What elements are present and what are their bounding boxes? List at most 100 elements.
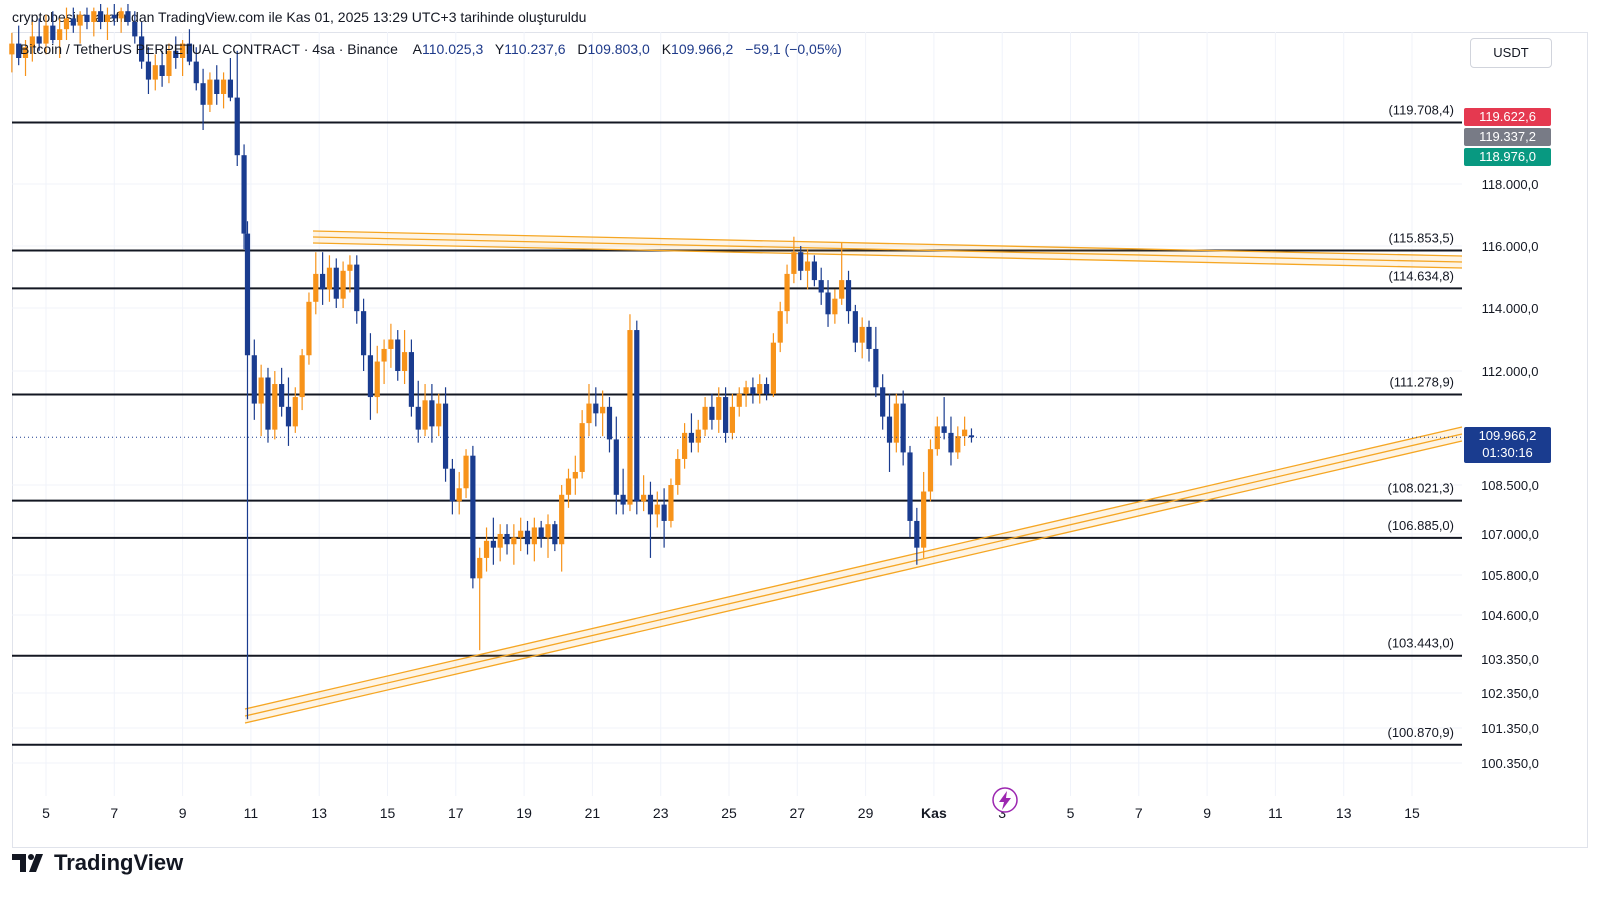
support-trendline-line xyxy=(244,433,1463,717)
candle-bull xyxy=(43,25,49,44)
candle-bull xyxy=(220,79,227,94)
candle-bull xyxy=(422,400,428,430)
price-axis-label: 108.500,0 xyxy=(1481,478,1539,493)
candle-bear xyxy=(285,406,292,427)
price-axis-label: 103.350,0 xyxy=(1481,652,1539,667)
candle-bear xyxy=(811,261,817,281)
time-axis-label: 5 xyxy=(1067,805,1075,821)
candle-bull xyxy=(832,298,838,315)
candle-bear xyxy=(825,292,831,315)
candle-bull xyxy=(29,36,35,48)
candle-bull xyxy=(654,504,660,515)
candle-bull xyxy=(9,43,15,55)
time-axis-label: Kas xyxy=(921,805,947,821)
time-axis-label: 3 xyxy=(998,805,1006,821)
candle-bear xyxy=(200,83,206,105)
candle-bull xyxy=(839,280,845,299)
candle-bull xyxy=(272,384,278,430)
candle-bear xyxy=(606,406,613,440)
tradingview-brand[interactable]: TradingView xyxy=(12,850,183,876)
candle-bear xyxy=(415,406,421,430)
level-label: (111.278,9) xyxy=(1389,374,1454,389)
time-axis-label: 9 xyxy=(1203,805,1211,821)
candle-bear xyxy=(504,534,510,545)
price-axis-label: 104.600,0 xyxy=(1481,608,1539,623)
time-axis-label: 21 xyxy=(585,805,601,821)
candle-bull xyxy=(695,429,701,443)
symbol-legend[interactable]: Bitcoin / TetherUS PERPETUAL CONTRACT · … xyxy=(20,41,842,57)
price-axis: 118.000,0 116.000,0 114.000,0 112.000,0 108.… xyxy=(1481,177,1539,771)
level-label: (100.870,9) xyxy=(1388,725,1455,740)
candle-bear xyxy=(613,439,619,495)
candle-bull xyxy=(299,355,305,398)
candle-bear xyxy=(538,527,544,538)
level-label: (114.634,8) xyxy=(1388,268,1454,283)
candle-bear xyxy=(251,355,257,404)
candle-bull xyxy=(784,273,790,312)
time-axis-label: 25 xyxy=(721,805,737,821)
currency-button[interactable]: USDT xyxy=(1470,38,1552,68)
resistance-trendline-line xyxy=(312,242,1463,269)
candle-bear xyxy=(634,330,640,502)
level-label: (108.021,3) xyxy=(1388,481,1455,496)
candle-bear xyxy=(145,61,152,80)
candle-bear xyxy=(948,432,954,453)
candle-bear xyxy=(552,524,558,545)
candle-bull xyxy=(497,534,503,548)
candle-bear xyxy=(395,339,401,371)
candle-bear xyxy=(139,36,145,62)
candle-bear xyxy=(647,494,654,515)
symbol-name[interactable]: Bitcoin / TetherUS PERPETUAL CONTRACT · … xyxy=(20,41,398,57)
candle-bear xyxy=(367,355,374,398)
candle-bull xyxy=(306,301,312,356)
candle-bear xyxy=(227,79,234,98)
candle-bear xyxy=(620,494,626,505)
time-axis-label: 11 xyxy=(1268,805,1283,821)
candle-bear xyxy=(173,50,179,58)
candle-bull xyxy=(152,65,158,80)
candle-bull xyxy=(57,29,63,40)
candle-bear xyxy=(442,403,449,469)
level-label: (103.443,0) xyxy=(1388,636,1455,651)
high-value: 110.237,6 xyxy=(504,41,566,57)
candle-bear xyxy=(470,455,476,579)
chart-frame[interactable] xyxy=(12,32,1588,848)
candle-bear xyxy=(914,520,920,548)
candle-bull xyxy=(456,488,462,502)
last-price-tag: 109.966,2 01:30:16 xyxy=(1464,427,1551,463)
time-axis-label: 13 xyxy=(1336,805,1352,821)
candle-bull xyxy=(401,352,408,371)
candle-bull xyxy=(258,377,264,404)
candle-bull xyxy=(586,403,592,424)
candle-bull xyxy=(559,494,565,545)
candle-bull xyxy=(388,339,394,349)
candle-bear xyxy=(408,352,415,407)
bar-countdown: 01:30:16 xyxy=(1482,445,1533,460)
candle-bull xyxy=(770,342,776,394)
candle-bear xyxy=(661,504,667,521)
candle-bull xyxy=(675,458,681,485)
candle-bull xyxy=(736,393,742,407)
candle-bull xyxy=(518,530,524,538)
grid xyxy=(12,32,1462,796)
time-axis-label: 7 xyxy=(1135,805,1143,821)
candle-bull xyxy=(859,326,865,343)
brand-name: TradingView xyxy=(54,850,184,875)
last-price-value: 109.966,2 xyxy=(1478,428,1537,443)
candle-bear xyxy=(360,311,367,356)
candle-bear xyxy=(593,403,599,414)
candle-bull xyxy=(545,524,551,538)
candle-bear xyxy=(845,280,852,312)
candle-bull xyxy=(702,406,708,430)
candle-bull xyxy=(180,43,186,58)
level-label: (115.853,5) xyxy=(1388,231,1454,246)
candle-bear xyxy=(524,530,531,545)
open-label: A xyxy=(412,41,423,57)
candle-bull xyxy=(962,429,968,437)
candle-bear xyxy=(159,65,165,76)
lightning-icon[interactable] xyxy=(992,787,1018,813)
price-axis-label: 112.000,0 xyxy=(1482,364,1539,379)
candle-bear xyxy=(900,403,906,453)
candle-bull xyxy=(104,14,111,22)
